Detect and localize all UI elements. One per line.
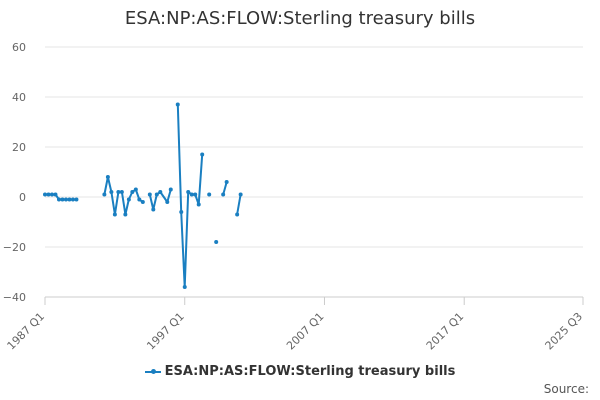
data-point[interactable] <box>158 190 163 194</box>
data-point[interactable] <box>182 285 187 289</box>
data-point[interactable] <box>137 197 142 202</box>
y-tick-label: 20 <box>12 141 26 154</box>
chart-title: ESA:NP:AS:FLOW:Sterling treasury bills <box>124 8 476 29</box>
data-point[interactable] <box>200 152 205 157</box>
data-point[interactable] <box>74 197 79 202</box>
data-point[interactable] <box>126 197 131 202</box>
data-point[interactable] <box>49 192 54 197</box>
y-tick-label: 60 <box>12 41 26 54</box>
gridlines <box>45 46 583 248</box>
series-line[interactable] <box>103 176 144 216</box>
data-point[interactable] <box>56 197 61 202</box>
data-point[interactable] <box>214 240 219 244</box>
data-point[interactable] <box>70 197 75 202</box>
series-line[interactable] <box>148 189 172 211</box>
data-point[interactable] <box>235 212 240 217</box>
data-point[interactable] <box>224 180 229 184</box>
x-tick-label: 1987 Q1 <box>5 310 48 353</box>
x-tick-label: 2007 Q1 <box>284 310 327 353</box>
data-point[interactable] <box>140 200 145 204</box>
data-point[interactable] <box>154 192 159 197</box>
data-point[interactable] <box>196 202 201 207</box>
x-axis: 1987 Q1 1997 Q1 2007 Q1 2017 Q1 2025 Q3 <box>5 297 586 353</box>
data-point[interactable] <box>168 187 173 192</box>
data-point[interactable] <box>53 192 58 197</box>
data-point[interactable] <box>109 190 114 194</box>
data-point[interactable] <box>186 190 191 194</box>
y-tick-label: −40 <box>3 291 26 304</box>
data-point[interactable] <box>112 212 117 217</box>
data-point[interactable] <box>189 192 194 197</box>
y-tick-label: 40 <box>12 91 26 104</box>
data-point[interactable] <box>165 200 170 204</box>
data-point[interactable] <box>147 192 152 197</box>
data-point[interactable] <box>221 192 226 197</box>
data-point[interactable] <box>60 197 65 202</box>
data-point[interactable] <box>43 192 47 197</box>
data-point[interactable] <box>193 192 198 197</box>
data-point[interactable] <box>151 207 156 212</box>
data-point[interactable] <box>207 192 212 197</box>
data-point[interactable] <box>105 175 110 179</box>
data-point[interactable] <box>133 187 138 192</box>
data-point[interactable] <box>46 192 51 197</box>
series-line[interactable] <box>176 104 204 288</box>
y-axis: 60 40 20 0 −20 −40 <box>3 41 26 304</box>
x-tick-label: 1997 Q1 <box>144 310 187 353</box>
source-note: Source: <box>543 382 589 396</box>
legend-swatch-icon <box>144 368 161 374</box>
series-line[interactable] <box>236 194 242 215</box>
legend[interactable]: ESA:NP:AS:FLOW:Sterling treasury bills <box>0 364 600 379</box>
x-tick-label: 2025 Q3 <box>543 310 586 353</box>
series-sterling-treasury-bills[interactable] <box>43 102 243 290</box>
y-tick-label: −20 <box>3 241 26 254</box>
data-point[interactable] <box>175 102 180 107</box>
legend-label: ESA:NP:AS:FLOW:Sterling treasury bills <box>164 364 456 379</box>
data-point[interactable] <box>67 197 72 202</box>
data-point[interactable] <box>63 197 68 202</box>
x-tick-label: 2017 Q1 <box>424 310 467 353</box>
data-point[interactable] <box>130 190 135 194</box>
data-point[interactable] <box>238 192 243 197</box>
data-point[interactable] <box>179 210 184 214</box>
data-point[interactable] <box>116 190 121 194</box>
y-tick-label: 0 <box>19 191 26 204</box>
data-point[interactable] <box>123 212 128 217</box>
data-point[interactable] <box>102 192 107 197</box>
data-point[interactable] <box>119 190 124 194</box>
series-line[interactable] <box>222 181 228 195</box>
